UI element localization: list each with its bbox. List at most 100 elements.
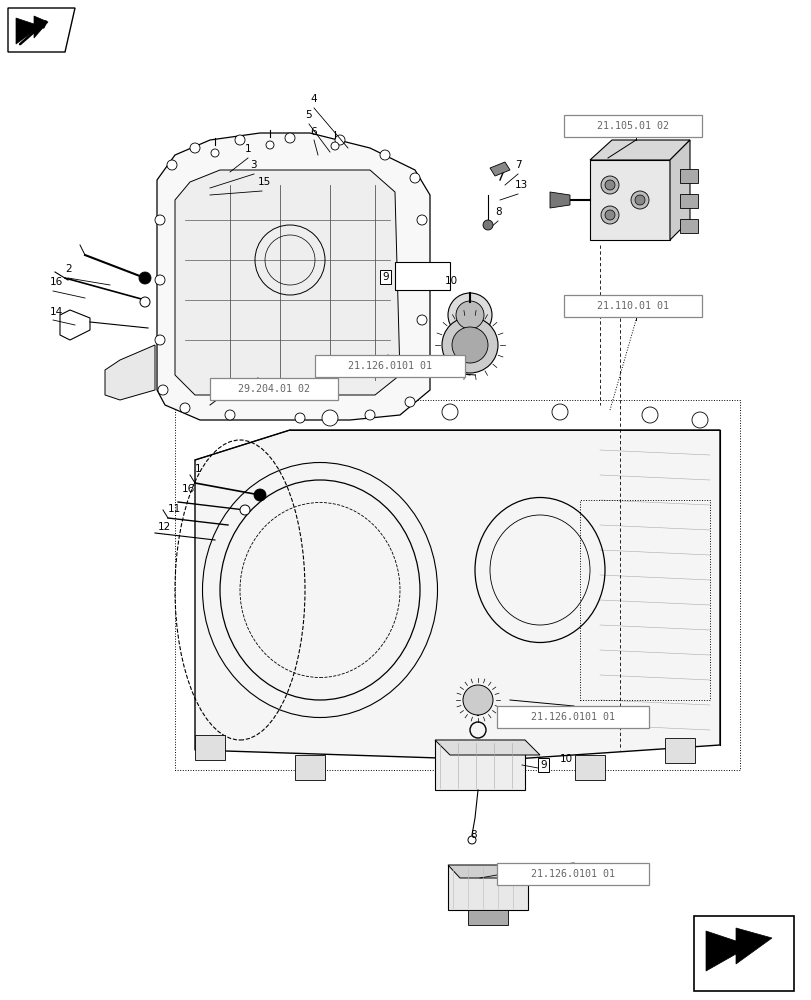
Circle shape <box>456 301 483 329</box>
Text: 5: 5 <box>305 110 311 120</box>
Circle shape <box>180 403 190 413</box>
Text: 12: 12 <box>158 522 171 532</box>
Text: 7: 7 <box>514 160 521 170</box>
Circle shape <box>417 315 427 325</box>
Circle shape <box>331 142 338 150</box>
Bar <box>574 755 604 780</box>
Text: 21.126.0101 01: 21.126.0101 01 <box>530 869 614 879</box>
Circle shape <box>211 149 219 157</box>
Text: 21.110.01 01: 21.110.01 01 <box>596 301 668 311</box>
Circle shape <box>190 143 200 153</box>
Polygon shape <box>157 133 430 420</box>
Circle shape <box>405 397 414 407</box>
Bar <box>679 219 697 233</box>
Bar <box>435 740 525 790</box>
Circle shape <box>441 317 497 373</box>
Bar <box>679 194 697 208</box>
Polygon shape <box>489 162 509 176</box>
Bar <box>315 355 465 377</box>
Polygon shape <box>435 740 539 755</box>
Polygon shape <box>467 910 508 925</box>
Text: 21.105.01 02: 21.105.01 02 <box>596 121 668 131</box>
Circle shape <box>642 407 657 423</box>
Text: 8: 8 <box>470 830 476 840</box>
Text: 11: 11 <box>168 504 181 514</box>
Text: 9: 9 <box>381 272 388 282</box>
Circle shape <box>335 135 345 145</box>
Circle shape <box>158 385 168 395</box>
Bar <box>195 735 225 760</box>
Bar <box>664 738 694 763</box>
Circle shape <box>448 293 491 337</box>
Circle shape <box>155 215 165 225</box>
Circle shape <box>604 180 614 190</box>
Polygon shape <box>705 928 771 971</box>
Text: 21.126.0101 01: 21.126.0101 01 <box>348 361 431 371</box>
Circle shape <box>322 410 337 426</box>
Circle shape <box>139 272 151 284</box>
Circle shape <box>600 176 618 194</box>
Text: 8: 8 <box>495 207 501 217</box>
Polygon shape <box>448 865 539 878</box>
Polygon shape <box>669 140 689 240</box>
Polygon shape <box>549 192 569 208</box>
Polygon shape <box>8 8 75 52</box>
Bar <box>679 169 697 183</box>
Text: 2: 2 <box>65 264 71 274</box>
Text: 9: 9 <box>539 760 546 770</box>
Circle shape <box>441 404 457 420</box>
Circle shape <box>634 195 644 205</box>
Polygon shape <box>195 430 719 760</box>
Polygon shape <box>175 170 400 395</box>
Circle shape <box>365 410 375 420</box>
Circle shape <box>417 365 427 375</box>
Bar <box>579 500 709 700</box>
Circle shape <box>285 133 294 143</box>
Circle shape <box>234 135 245 145</box>
Text: 15: 15 <box>258 177 271 187</box>
Bar <box>496 863 648 885</box>
Text: 10: 10 <box>444 276 457 286</box>
Circle shape <box>417 215 427 225</box>
Circle shape <box>630 191 648 209</box>
Bar <box>448 865 527 910</box>
Text: 6: 6 <box>310 127 316 137</box>
Circle shape <box>600 206 618 224</box>
Circle shape <box>410 173 419 183</box>
Text: 10: 10 <box>560 754 573 764</box>
Circle shape <box>417 265 427 275</box>
Text: 16: 16 <box>50 277 63 287</box>
Circle shape <box>266 141 273 149</box>
Circle shape <box>254 489 266 501</box>
Circle shape <box>691 412 707 428</box>
Circle shape <box>452 327 487 363</box>
Polygon shape <box>590 140 689 160</box>
Polygon shape <box>590 160 669 240</box>
Bar <box>210 378 337 400</box>
Bar <box>693 916 793 991</box>
Bar <box>564 295 702 317</box>
Bar <box>564 115 702 137</box>
Circle shape <box>155 275 165 285</box>
Circle shape <box>225 410 234 420</box>
Circle shape <box>240 505 250 515</box>
Text: 16: 16 <box>182 484 195 494</box>
Circle shape <box>294 413 305 423</box>
Bar <box>394 262 449 290</box>
Text: 3: 3 <box>250 160 256 170</box>
Text: 14: 14 <box>50 307 63 317</box>
Circle shape <box>167 160 177 170</box>
Polygon shape <box>16 16 48 44</box>
Text: 1: 1 <box>245 144 251 154</box>
Bar <box>435 762 465 787</box>
Text: 1: 1 <box>195 464 201 474</box>
Bar <box>496 706 648 728</box>
Polygon shape <box>105 345 155 400</box>
Circle shape <box>139 297 150 307</box>
Circle shape <box>380 150 389 160</box>
Circle shape <box>155 335 165 345</box>
Circle shape <box>483 220 492 230</box>
Circle shape <box>604 210 614 220</box>
Bar <box>294 755 324 780</box>
Circle shape <box>551 404 568 420</box>
